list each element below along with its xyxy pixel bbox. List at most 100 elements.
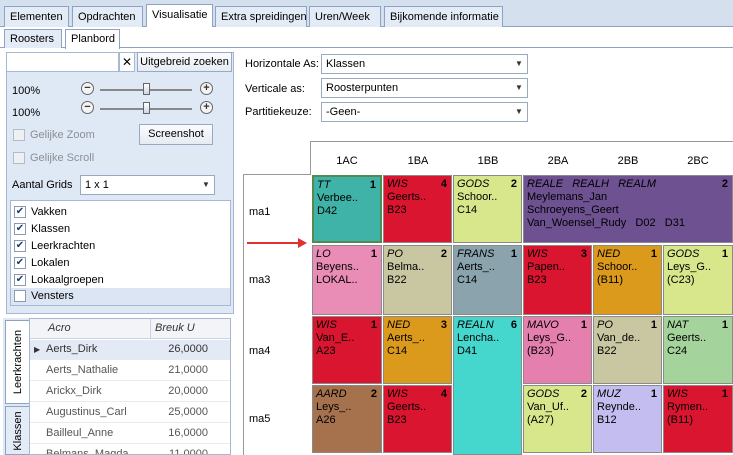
- tab-extra-spreidingen[interactable]: Extra spreidingen: [215, 6, 307, 27]
- advanced-search-button[interactable]: Uitgebreid zoeken: [137, 52, 232, 72]
- lesson-cell[interactable]: NED 1 Schoor.. (B11): [593, 245, 662, 315]
- equal-zoom-label: Gelijke Zoom: [30, 129, 95, 141]
- lesson-cell-double[interactable]: REALN 6 Lencha.. D41: [453, 316, 522, 455]
- label-vensters: Vensters: [31, 290, 74, 302]
- grids-value: 1 x 1: [85, 179, 109, 191]
- row-ma5[interactable]: ma5: [249, 413, 271, 425]
- column-1bb[interactable]: 1BB: [477, 155, 499, 167]
- lesson-cell[interactable]: MAVO 1 Leys_G.. (B23): [523, 316, 592, 384]
- planbord-left-border: [310, 141, 311, 174]
- visible-elements-list: ✔ Vakken ✔ Klassen ✔ Leerkrachten ✔ Loka…: [10, 200, 231, 306]
- list-selection-highlight: [11, 288, 230, 305]
- vtab-klassen[interactable]: Klassen: [5, 406, 29, 455]
- zoom-slider-2-thumb[interactable]: [143, 102, 150, 114]
- zoom-slider-1-thumb[interactable]: [143, 83, 150, 95]
- tab-roosters[interactable]: Roosters: [4, 29, 62, 48]
- column-1ac[interactable]: 1AC: [336, 155, 358, 167]
- lesson-cell[interactable]: MUZ 1 Reynde.. B12: [593, 385, 662, 453]
- checkbox-vakken[interactable]: ✔: [14, 206, 26, 218]
- main-tab-bar: Elementen Opdrachten Visualisatie Extra …: [0, 0, 733, 28]
- arrow-line: [247, 242, 299, 244]
- column-header-acro[interactable]: Acro: [30, 319, 150, 339]
- checkbox-lokalen[interactable]: ✔: [14, 257, 26, 269]
- screenshot-button[interactable]: Screenshot: [139, 124, 213, 145]
- vtab-leerkrachten[interactable]: Leerkrachten: [5, 320, 29, 404]
- lesson-cell[interactable]: AARD 2 Leys_.. A26: [312, 385, 382, 453]
- tab-planbord[interactable]: Planbord: [65, 29, 120, 49]
- element-type-tabs: Leerkrachten Klassen: [3, 318, 29, 455]
- zoom-in-icon-2[interactable]: +: [200, 101, 213, 114]
- vertical-axis-select[interactable]: Roosterpunten ▼: [321, 78, 528, 98]
- tab-uren-week[interactable]: Uren/Week: [309, 6, 381, 27]
- zoom-level-1: 100%: [12, 85, 41, 97]
- column-header-breuk[interactable]: Breuk U: [150, 319, 230, 339]
- checkbox-klassen[interactable]: ✔: [14, 223, 26, 235]
- label-leerkrachten: Leerkrachten: [31, 240, 96, 252]
- planbord-row-header-border: [243, 174, 244, 455]
- lesson-cell[interactable]: NAT 1 Geerts.. C24: [663, 316, 733, 384]
- lesson-cell[interactable]: WIS 1 Rymen.. (B11): [663, 385, 733, 453]
- zoom-out-icon-2[interactable]: −: [81, 101, 94, 114]
- checkbox-vensters[interactable]: [14, 290, 26, 302]
- equal-scroll-label: Gelijke Scroll: [30, 152, 95, 164]
- chevron-down-icon: ▼: [515, 59, 523, 68]
- column-2bc[interactable]: 2BC: [687, 155, 709, 167]
- vertical-axis-value: Roosterpunten: [326, 82, 399, 94]
- row-ma3[interactable]: ma3: [249, 274, 271, 286]
- lesson-cell[interactable]: PO 2 Belma.. B22: [383, 245, 452, 315]
- lesson-cell[interactable]: WIS 4 Geerts.. B23: [383, 385, 452, 453]
- equal-scroll-checkbox[interactable]: [13, 152, 25, 164]
- tab-elementen[interactable]: Elementen: [4, 6, 69, 27]
- equal-zoom-checkbox[interactable]: [13, 129, 25, 141]
- planbord-top-border: [310, 141, 733, 142]
- arrow-head-icon: [298, 238, 307, 248]
- lesson-cell-combined[interactable]: REALE REALH REALM 2 Meylemans_Jan Schroeye…: [523, 175, 733, 243]
- chevron-down-icon: ▼: [515, 83, 523, 92]
- lesson-cell[interactable]: LO 1 Beyens.. LOKAL..: [312, 245, 382, 315]
- column-2ba[interactable]: 2BA: [547, 155, 569, 167]
- grids-label: Aantal Grids: [12, 179, 73, 191]
- table-row[interactable]: Bailleul_Anne 16,0000: [30, 424, 230, 444]
- lesson-cell[interactable]: GODS 2 Van_Uf.. (A27): [523, 385, 592, 453]
- lesson-cell[interactable]: PO 1 Van_de.. B22: [593, 316, 662, 384]
- horizontal-axis-label: Horizontale As:: [245, 58, 319, 70]
- sub-tab-bar: Roosters Planbord: [0, 27, 733, 49]
- zoom-out-icon[interactable]: −: [81, 82, 94, 95]
- lesson-cell[interactable]: WIS 1 Van_E.. A23: [312, 316, 382, 384]
- tab-opdrachten[interactable]: Opdrachten: [72, 6, 143, 27]
- table-row[interactable]: Belmans_Magda 11,0000: [30, 445, 230, 454]
- lesson-cell[interactable]: GODS 1 Leys_G.. (C23): [663, 245, 733, 315]
- clear-search-icon[interactable]: ✕: [119, 52, 135, 72]
- search-input[interactable]: [6, 52, 119, 72]
- checkbox-lokaalgroepen[interactable]: ✔: [14, 274, 26, 286]
- zoom-in-icon[interactable]: +: [200, 82, 213, 95]
- partition-label: Partitiekeuze:: [245, 106, 312, 118]
- tab-bijkomende-informatie[interactable]: Bijkomende informatie: [384, 6, 503, 27]
- lesson-cell[interactable]: TT 1 Verbee.. D42: [312, 175, 382, 243]
- lesson-cell[interactable]: WIS 4 Geerts.. B23: [383, 175, 452, 243]
- label-vakken: Vakken: [31, 206, 67, 218]
- lesson-cell[interactable]: FRANS 1 Aerts_.. C14: [453, 245, 522, 315]
- checkbox-leerkrachten[interactable]: ✔: [14, 240, 26, 252]
- partition-select[interactable]: -Geen- ▼: [321, 102, 528, 122]
- zoom-level-2: 100%: [12, 107, 41, 119]
- horizontal-axis-select[interactable]: Klassen ▼: [321, 54, 528, 74]
- grids-select[interactable]: 1 x 1 ▼: [80, 175, 215, 195]
- tab-visualisatie[interactable]: Visualisatie: [146, 4, 213, 28]
- chevron-down-icon: ▼: [515, 107, 523, 116]
- table-row[interactable]: ▶ Aerts_Dirk 26,0000: [30, 340, 230, 360]
- column-1ba[interactable]: 1BA: [407, 155, 429, 167]
- lesson-cell[interactable]: GODS 2 Schoor.. C14: [453, 175, 522, 243]
- vertical-axis-label: Verticale as:: [245, 83, 305, 95]
- lesson-cell[interactable]: NED 3 Aerts_.. C14: [383, 316, 452, 384]
- table-row[interactable]: Aerts_Nathalie 21,0000: [30, 361, 230, 381]
- column-2bb[interactable]: 2BB: [617, 155, 639, 167]
- partition-value: -Geen-: [326, 106, 361, 118]
- row-ma1[interactable]: ma1: [249, 206, 271, 218]
- chevron-down-icon: ▼: [202, 180, 210, 189]
- table-row[interactable]: Augustinus_Carl 25,0000: [30, 403, 230, 423]
- row-pointer-icon: ▶: [34, 345, 41, 354]
- lesson-cell[interactable]: WIS 3 Papen.. B23: [523, 245, 592, 315]
- table-row[interactable]: Arickx_Dirk 20,0000: [30, 382, 230, 402]
- row-ma4[interactable]: ma4: [249, 345, 271, 357]
